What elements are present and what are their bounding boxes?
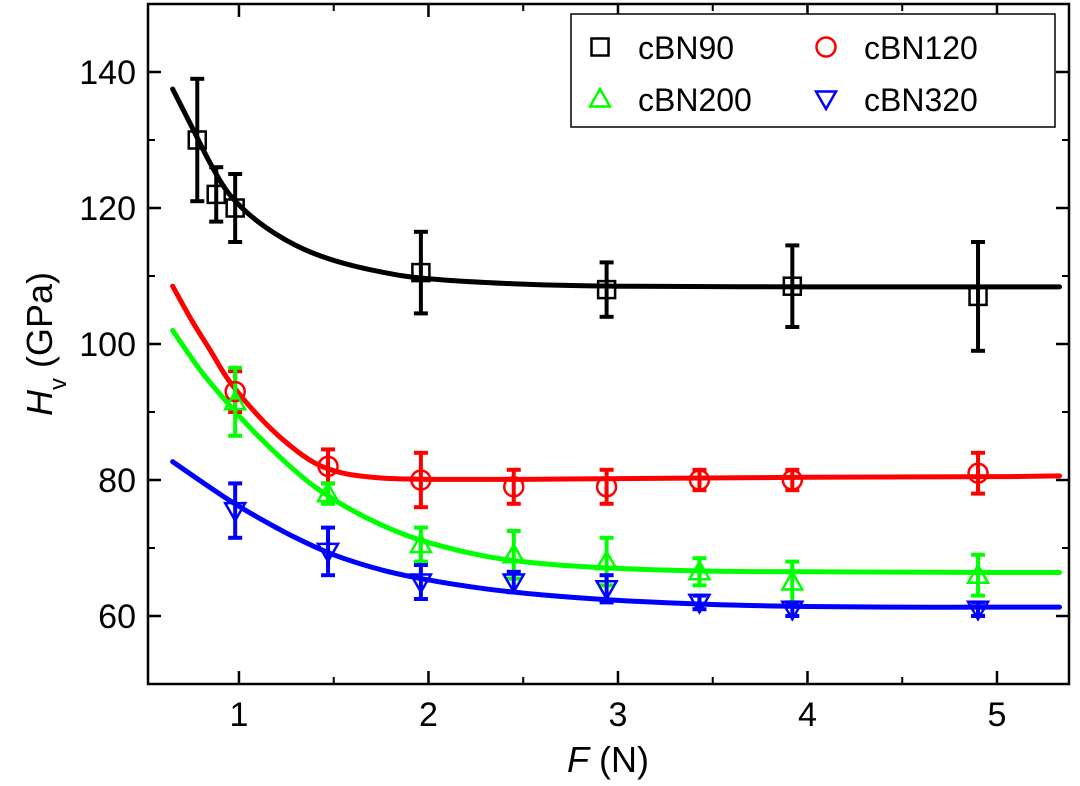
- x-axis-title-unit: (N): [589, 739, 649, 780]
- data-point-cbn200: [223, 389, 248, 411]
- data-point-cbn90: [206, 184, 226, 205]
- data-point-cbn120: [410, 469, 432, 491]
- y-tick-label: 80: [98, 462, 136, 500]
- legend-marker-cbn320: [813, 90, 839, 112]
- y-tick-label: 60: [98, 598, 136, 636]
- y-axis-title-sub: v: [45, 378, 72, 390]
- fit-curves-layer: [170, 86, 1063, 610]
- x-tick-label: 5: [988, 696, 1007, 734]
- data-point-cbn200: [315, 481, 341, 503]
- error-bar-cbn90: [228, 172, 243, 244]
- data-point-cbn90: [225, 198, 245, 218]
- legend-label-cbn120: cBN120: [864, 30, 978, 66]
- y-axis-title-unit: (GPa): [19, 272, 60, 378]
- error-bar-cbn320: [321, 525, 336, 578]
- legend-box: [570, 13, 1056, 128]
- fit-curve-cbn200: [170, 327, 1063, 576]
- y-axis-title: Hv (GPa): [19, 272, 72, 416]
- legend-label-cbn200: cBN200: [638, 82, 752, 118]
- error-bar-cbn120: [506, 467, 521, 506]
- legend-marker-cbn90: [590, 37, 610, 57]
- legend-label-cbn90: cBN90: [638, 30, 734, 66]
- error-bar-cbn90: [190, 76, 205, 204]
- data-point-cbn200: [965, 562, 991, 584]
- error-bar-cbn320: [228, 481, 243, 540]
- error-bar-cbn90: [209, 165, 224, 224]
- data-point-cbn320: [501, 573, 526, 595]
- data-point-cbn320: [223, 501, 248, 524]
- data-point-cbn200: [408, 532, 434, 554]
- error-bar-cbn90: [971, 240, 986, 353]
- y-axis-title-var: H: [19, 389, 60, 416]
- markers-layer: [187, 130, 991, 622]
- data-point-cbn320: [408, 573, 434, 595]
- legend-marker-cbn200: [587, 86, 613, 108]
- error-bar-cbn120: [971, 450, 986, 496]
- data-point-cbn200: [501, 542, 526, 564]
- legend-label-cbn320: cBN320: [864, 82, 978, 118]
- data-point-cbn320: [965, 600, 991, 622]
- error-bar-cbn200: [971, 552, 986, 598]
- data-point-cbn120: [595, 476, 618, 498]
- data-point-cbn90: [968, 286, 988, 307]
- data-point-cbn120: [781, 469, 804, 491]
- data-point-cbn120: [317, 455, 339, 478]
- data-point-cbn200: [780, 569, 805, 591]
- data-point-cbn320: [780, 600, 805, 622]
- error-bar-cbn120: [413, 450, 428, 510]
- y-tick-label: 140: [79, 54, 136, 92]
- error-bar-cbn90: [599, 260, 614, 319]
- data-point-cbn90: [187, 130, 208, 150]
- data-point-cbn120: [502, 476, 525, 498]
- x-axis-title-var: F: [567, 739, 591, 780]
- fit-curve-cbn320: [170, 459, 1063, 610]
- data-point-cbn90: [411, 262, 431, 283]
- x-tick-label: 3: [609, 696, 628, 734]
- x-tick-label: 4: [798, 696, 817, 734]
- data-point-cbn120: [224, 380, 246, 403]
- fit-curve-cbn120: [170, 283, 1063, 482]
- error-bar-cbn90: [413, 229, 428, 316]
- x-axis-title: F (N): [567, 739, 649, 780]
- error-bar-cbn90: [785, 243, 800, 329]
- data-point-cbn120: [688, 469, 711, 491]
- data-point-cbn320: [594, 580, 619, 602]
- legend-marker-cbn120: [815, 36, 837, 58]
- data-point-cbn90: [782, 276, 803, 296]
- data-point-cbn90: [596, 279, 617, 300]
- y-tick-label: 120: [79, 190, 136, 228]
- plot-frame: [146, 2, 1071, 686]
- data-point-cbn120: [967, 462, 989, 484]
- axes-layer: 1 2 3 4 5 60 80 100 120 140: [79, 4, 1069, 734]
- y-tick-label: 100: [79, 326, 136, 364]
- error-bar-cbn120: [599, 467, 614, 506]
- data-point-cbn200: [687, 559, 712, 581]
- data-point-cbn320: [315, 542, 341, 564]
- data-point-cbn320: [687, 593, 712, 615]
- legend: cBN90 cBN120 cBN200 cBN320: [570, 13, 1056, 128]
- x-tick-label: 1: [230, 696, 249, 734]
- x-tick-label: 2: [419, 696, 438, 734]
- error-bars-layer: [190, 76, 986, 618]
- data-point-cbn200: [594, 549, 619, 571]
